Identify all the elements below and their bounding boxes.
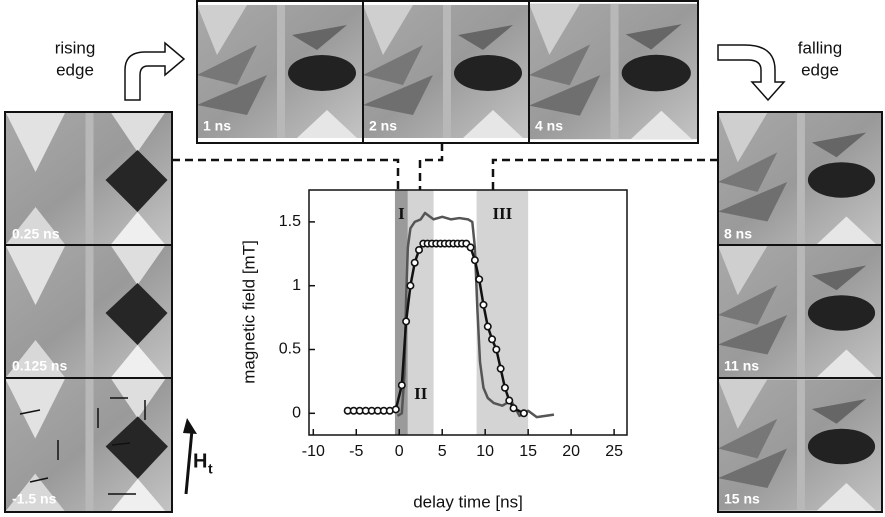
edge-label: falling: [798, 38, 842, 57]
marker: [397, 381, 406, 390]
marker: [509, 404, 518, 413]
y-tick-label: 0.5: [279, 341, 301, 358]
field-label-subscript: t: [208, 461, 213, 477]
right-panels: 8 ns 11 ns 15 ns: [717, 111, 883, 513]
marker: [492, 345, 501, 354]
marker: [410, 258, 419, 267]
x-axis-label: delay time [ns]: [413, 492, 523, 511]
marker: [475, 275, 484, 284]
marker: [479, 300, 488, 309]
x-tick-label: 20: [562, 443, 580, 460]
connector: [491, 158, 718, 196]
marker: [519, 409, 528, 418]
plot: delay time [ns] magnetic field [mT] IIII…: [239, 189, 628, 511]
panel-label: 11 ns: [724, 358, 759, 374]
field-label: H: [193, 450, 207, 472]
x-tick-label: 15: [519, 443, 537, 460]
marker: [391, 405, 400, 414]
x-tick-label: 10: [476, 443, 494, 460]
x-tick-label: 0: [395, 443, 404, 460]
region: [407, 190, 434, 435]
falling-arrow: [717, 44, 786, 102]
y-tick-label: 1: [292, 277, 301, 294]
panel-label: 0.125 ns: [12, 358, 67, 374]
x-tick-label: 5: [438, 443, 447, 460]
panel-label: 1 ns: [203, 118, 231, 134]
left-panels: 0.25 ns 0.125 ns -1.5 ns H t: [4, 111, 213, 513]
y-tick-label: 0: [292, 405, 301, 422]
marker: [483, 322, 492, 331]
marker: [500, 383, 509, 392]
region-label: I: [398, 204, 405, 223]
edge-label: rising: [55, 38, 96, 57]
y-tick-label: 1.5: [279, 213, 301, 230]
connector: [172, 158, 400, 196]
panel-label: 8 ns: [724, 226, 752, 242]
top-panels: 1 ns 2 ns 4 ns: [196, 0, 699, 144]
panel-label: 4 ns: [535, 118, 563, 134]
x-tick-label: 25: [605, 443, 623, 460]
plot-frame: [308, 189, 628, 436]
edge-label: edge: [801, 60, 839, 79]
plot-background: [309, 190, 627, 435]
panel-label: 2 ns: [369, 118, 397, 134]
marker: [488, 335, 497, 344]
connector: [418, 143, 444, 196]
edge-label: edge: [56, 60, 94, 79]
marker: [466, 243, 475, 252]
panel-label: -1.5 ns: [12, 491, 57, 507]
region-label: III: [492, 204, 512, 223]
rising-arrow: [124, 41, 186, 101]
panel-label: 0.25 ns: [12, 226, 60, 242]
marker: [505, 396, 514, 405]
marker: [406, 281, 415, 290]
x-tick-label: -10: [302, 443, 325, 460]
marker: [402, 317, 411, 326]
y-axis-label: magnetic field [mT]: [239, 240, 258, 384]
x-tick-label: -5: [349, 443, 363, 460]
marker: [496, 364, 505, 373]
marker: [470, 256, 479, 265]
marker: [415, 245, 424, 254]
panel-label: 15 ns: [724, 491, 760, 507]
region-label: II: [414, 384, 428, 403]
